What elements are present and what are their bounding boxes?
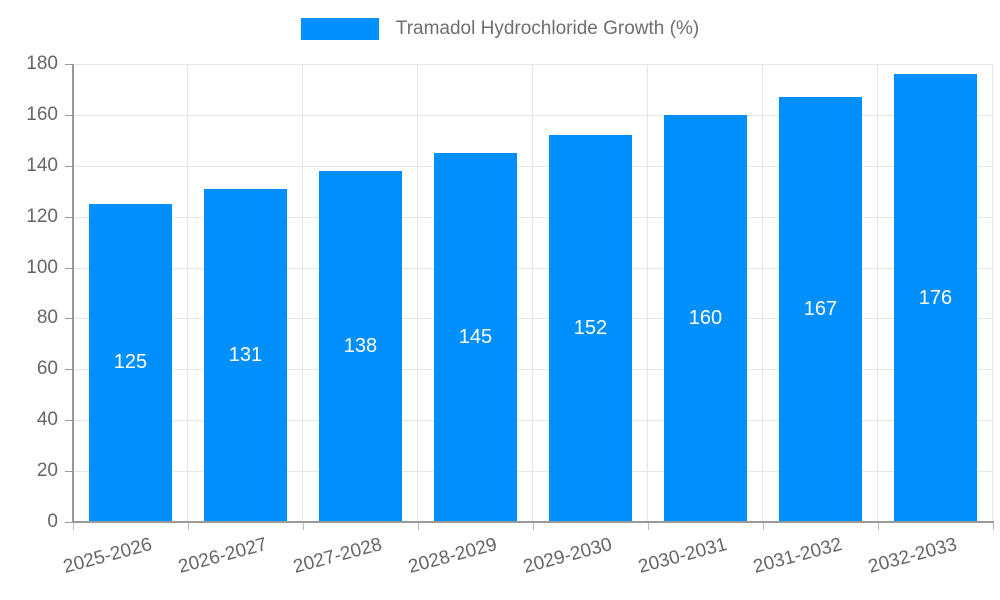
y-grid-line xyxy=(73,216,993,218)
x-grid-line xyxy=(647,64,648,522)
x-grid-line xyxy=(302,64,303,522)
y-grid-line xyxy=(73,267,993,269)
y-axis-tick-label: 120 xyxy=(26,205,58,227)
y-axis-tick-label: 20 xyxy=(36,460,58,482)
y-grid-line xyxy=(73,165,993,167)
y-axis-tick xyxy=(65,522,73,523)
y-axis-tick xyxy=(65,216,73,218)
bar[interactable]: 138 xyxy=(319,170,402,522)
y-axis-line xyxy=(72,64,74,523)
y-grid-line xyxy=(73,471,993,473)
x-axis-tick-label: 2031-2032 xyxy=(750,534,844,578)
y-grid-line xyxy=(73,369,993,371)
y-axis-tick-label: 160 xyxy=(26,103,58,125)
x-axis-tick xyxy=(188,523,189,530)
y-axis-tick-label: 40 xyxy=(36,409,58,431)
x-axis-line xyxy=(73,521,994,523)
bar[interactable]: 145 xyxy=(434,153,517,522)
x-axis-tick xyxy=(533,523,534,530)
bar[interactable]: 176 xyxy=(894,74,977,522)
x-axis-tick xyxy=(993,523,994,530)
y-axis-tick-label: 140 xyxy=(26,154,58,176)
bar[interactable]: 160 xyxy=(664,114,747,522)
x-grid-line xyxy=(877,64,878,522)
x-grid-line xyxy=(762,64,763,522)
y-axis-tick xyxy=(65,369,73,371)
y-axis-tick xyxy=(65,420,73,422)
x-axis-tick-label: 2027-2028 xyxy=(290,534,384,578)
x-axis-tick xyxy=(763,523,764,530)
x-axis-tick xyxy=(878,523,879,530)
x-axis-tick-label: 2028-2029 xyxy=(405,534,499,578)
x-axis-tick xyxy=(418,523,419,530)
y-axis-tick-label: 0 xyxy=(47,511,58,532)
bar-value-label: 152 xyxy=(573,317,608,340)
x-axis-tick xyxy=(648,523,649,530)
x-axis-tick-label: 2025-2026 xyxy=(60,534,154,578)
y-axis-tick xyxy=(65,114,73,116)
y-axis-tick xyxy=(65,318,73,320)
legend-label: Tramadol Hydrochloride Growth (%) xyxy=(395,18,700,39)
y-grid-line xyxy=(73,64,993,65)
y-axis-tick xyxy=(65,267,73,269)
bar[interactable]: 131 xyxy=(204,188,287,522)
bar-value-label: 125 xyxy=(113,351,148,374)
bar-value-label: 145 xyxy=(458,326,493,349)
bar-value-label: 167 xyxy=(803,298,838,321)
bar[interactable]: 125 xyxy=(89,203,172,522)
x-axis-tick xyxy=(303,523,304,530)
y-axis-tick-label: 60 xyxy=(36,358,58,380)
y-axis-tick xyxy=(65,471,73,473)
bar-value-label: 131 xyxy=(228,343,263,366)
legend[interactable]: Tramadol Hydrochloride Growth (%) xyxy=(0,18,1000,40)
y-grid-line xyxy=(73,318,993,320)
x-axis-tick-label: 2029-2030 xyxy=(520,534,614,578)
y-axis-tick-label: 100 xyxy=(26,256,58,278)
y-axis-tick xyxy=(65,165,73,167)
bar-value-label: 176 xyxy=(918,286,953,309)
x-grid-line xyxy=(532,64,533,522)
x-axis-tick xyxy=(73,523,74,530)
x-axis-tick-label: 2026-2027 xyxy=(175,534,269,578)
bar[interactable]: 152 xyxy=(549,135,632,522)
x-axis-tick-label: 2030-2031 xyxy=(635,534,729,578)
bar-value-label: 160 xyxy=(688,306,723,329)
x-grid-line xyxy=(187,64,188,522)
bar[interactable]: 167 xyxy=(779,97,862,522)
x-grid-line xyxy=(417,64,418,522)
y-grid-line xyxy=(73,114,993,116)
y-axis-tick-label: 180 xyxy=(26,53,58,74)
y-grid-line xyxy=(73,420,993,422)
legend-swatch xyxy=(300,18,379,40)
bar-value-label: 138 xyxy=(343,334,378,357)
y-axis-tick xyxy=(65,64,73,65)
x-grid-line xyxy=(992,64,993,522)
plot-area[interactable]: 125 131 138 145 152 160 167 176 xyxy=(73,64,993,522)
y-axis-tick-label: 80 xyxy=(36,307,58,329)
x-axis-tick-label: 2032-2033 xyxy=(865,534,959,578)
